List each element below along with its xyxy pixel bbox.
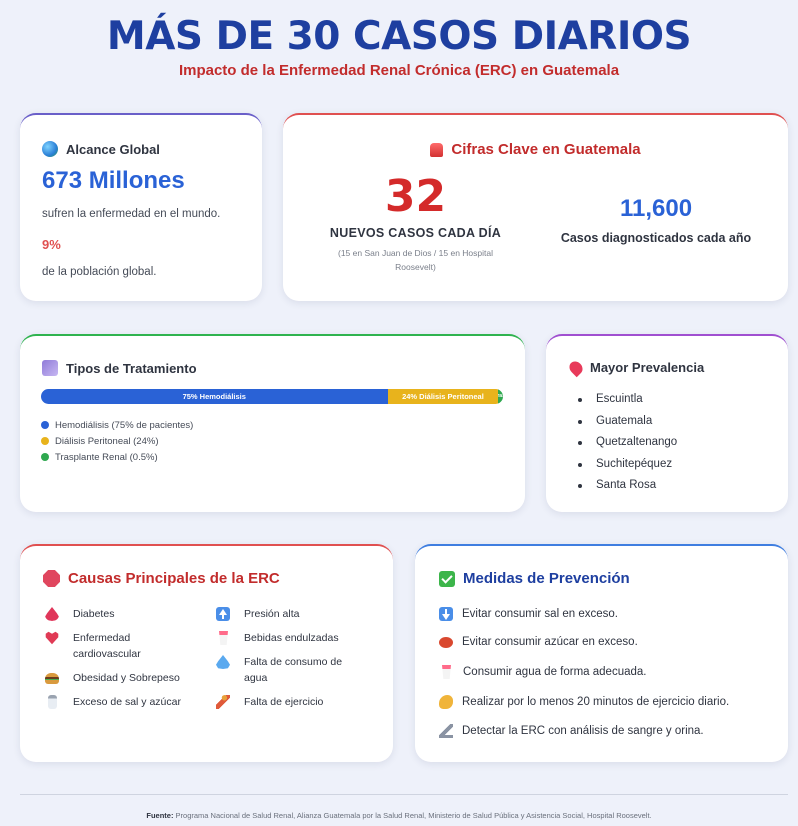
list-item: Quetzaltenango	[578, 432, 677, 454]
footer-source: Fuente: Programa Nacional de Salud Renal…	[0, 811, 798, 820]
global-reach-desc: sufren la enfermedad en el mundo.	[42, 208, 221, 220]
prevention-label: Detectar la ERC con análisis de sangre y…	[462, 725, 704, 737]
prevalence-title-text: Mayor Prevalencia	[590, 360, 705, 375]
cause-water: Falta de consumo de agua	[216, 654, 361, 686]
legend-dot-icon	[41, 453, 49, 461]
global-reach-value: 673 Millones	[42, 167, 185, 194]
map-pin-icon	[566, 358, 586, 377]
global-reach-title-text: Alcance Global	[66, 141, 160, 157]
key-figures-title: Cifras Clave en Guatemala	[283, 141, 788, 158]
cause-label: Exceso de sal y azúcar	[73, 696, 181, 708]
global-reach-card: Alcance Global 673 Millones sufren la en…	[20, 113, 262, 301]
cause-label: Falta de ejercicio	[244, 696, 324, 708]
key-figures-title-text: Cifras Clave en Guatemala	[451, 141, 641, 158]
runner-icon	[216, 695, 230, 709]
cause-label: Falta de consumo de agua	[244, 656, 343, 684]
treatment-icon	[42, 360, 58, 376]
cause-label: Presión alta	[244, 608, 300, 620]
treatment-bar-segment: 24% Diálisis Peritoneal	[387, 389, 499, 404]
prevention-label: Consumir agua de forma adecuada.	[463, 666, 647, 678]
treatment-title-text: Tipos de Tratamiento	[66, 360, 197, 376]
heart-icon	[45, 631, 59, 645]
water-drop-icon	[216, 655, 230, 669]
prevention-label: Evitar consumir sal en exceso.	[462, 608, 618, 620]
prevalence-title: Mayor Prevalencia	[566, 358, 705, 377]
siren-icon	[430, 142, 444, 157]
cup-icon	[219, 631, 228, 645]
footer-text: Programa Nacional de Salud Renal, Alianz…	[175, 811, 652, 820]
microscope-icon	[439, 724, 453, 738]
treatment-types-card: Tipos de Tratamiento 75% Hemodiálisis 24%…	[20, 334, 525, 512]
legend-item: Diálisis Peritoneal (24%)	[41, 433, 193, 449]
list-item: Escuintla	[578, 389, 677, 411]
list-item: Santa Rosa	[578, 475, 677, 497]
treatment-title: Tipos de Tratamiento	[42, 360, 197, 376]
prevention-item: Detectar la ERC con análisis de sangre y…	[439, 724, 704, 738]
yearly-cases-value: 11,600	[619, 195, 693, 222]
causes-title: Causas Principales de la ERC	[43, 570, 280, 587]
treatment-bar-segment: 75% Hemodiálisis	[41, 389, 388, 404]
cause-sweet-drinks: Bebidas endulzadas	[216, 630, 376, 646]
prevalence-card: Mayor Prevalencia Escuintla Guatemala Qu…	[546, 334, 788, 512]
daily-cases-note: (15 en San Juan de Dios / 15 en Hospital…	[338, 248, 493, 272]
salt-shaker-icon	[48, 695, 57, 709]
causes-title-text: Causas Principales de la ERC	[68, 570, 280, 587]
prevention-item: Evitar consumir sal en exceso.	[439, 607, 618, 621]
prevention-title: Medidas de Prevención	[439, 570, 630, 587]
cause-exercise: Falta de ejercicio	[216, 694, 376, 710]
muscle-icon	[439, 695, 453, 709]
legend-label: Diálisis Peritoneal (24%)	[55, 435, 159, 447]
candy-icon	[439, 636, 453, 648]
key-figures-card: Cifras Clave en Guatemala 32 NUEVOS CASO…	[283, 113, 788, 301]
page-title: MÁS DE 30 CASOS DIARIOS	[106, 14, 692, 59]
prevention-title-text: Medidas de Prevención	[463, 570, 630, 587]
cause-obesity: Obesidad y Sobrepeso	[45, 670, 215, 686]
prevention-item: Evitar consumir azúcar en exceso.	[439, 636, 638, 648]
prevention-card: Medidas de Prevención Evitar consumir sa…	[415, 544, 788, 762]
page-subtitle: Impacto de la Enfermedad Renal Crónica (…	[178, 62, 620, 79]
burger-icon	[45, 673, 59, 684]
legend-item: Trasplante Renal (0.5%)	[41, 449, 193, 465]
prevention-item: Consumir agua de forma adecuada.	[439, 665, 646, 679]
up-arrow-icon	[216, 607, 230, 621]
check-mark-icon	[439, 570, 455, 587]
cup-icon	[442, 665, 451, 679]
cause-diabetes: Diabetes	[45, 606, 205, 622]
stop-sign-icon	[43, 570, 60, 587]
cause-hypertension: Presión alta	[216, 606, 376, 622]
footer-divider	[20, 794, 788, 795]
cause-label: Diabetes	[73, 608, 115, 620]
cause-label: Obesidad y Sobrepeso	[73, 672, 180, 684]
legend-label: Hemodiálisis (75% de pacientes)	[55, 419, 194, 431]
prevention-label: Evitar consumir azúcar en exceso.	[462, 636, 638, 648]
footer-label: Fuente:	[146, 811, 174, 820]
list-item: Guatemala	[578, 411, 677, 433]
global-reach-title: Alcance Global	[42, 141, 160, 157]
treatment-legend: Hemodiálisis (75% de pacientes) Diálisis …	[41, 417, 193, 465]
globe-icon	[42, 141, 58, 157]
down-arrow-icon	[439, 607, 453, 621]
cause-label: Bebidas endulzadas	[244, 632, 339, 644]
causes-card: Causas Principales de la ERC Diabetes Pr…	[20, 544, 393, 762]
blood-drop-icon	[45, 607, 59, 621]
global-percent-desc: de la población global.	[42, 266, 157, 278]
cause-salt-sugar: Exceso de sal y azúcar	[45, 694, 215, 710]
prevention-label: Realizar por lo menos 20 minutos de ejer…	[462, 696, 730, 708]
cause-cardiovascular: Enfermedad cardiovascular	[45, 630, 175, 662]
prevalence-list: Escuintla Guatemala Quetzaltenango Suchi…	[578, 389, 677, 497]
treatment-bar-segment: 0.5% Trasplante	[498, 389, 503, 404]
yearly-cases-label: Casos diagnosticados cada año	[560, 231, 752, 245]
legend-dot-icon	[41, 437, 49, 445]
legend-dot-icon	[41, 421, 49, 429]
legend-label: Trasplante Renal (0.5%)	[55, 451, 158, 463]
daily-cases-label: NUEVOS CASOS CADA DÍA	[329, 226, 502, 240]
list-item: Suchitepéquez	[578, 454, 677, 476]
legend-item: Hemodiálisis (75% de pacientes)	[41, 417, 193, 433]
global-percent: 9%	[42, 237, 61, 252]
cause-label: Enfermedad cardiovascular	[73, 632, 141, 660]
daily-cases-value: 32	[384, 171, 447, 222]
prevention-item: Realizar por lo menos 20 minutos de ejer…	[439, 695, 729, 709]
